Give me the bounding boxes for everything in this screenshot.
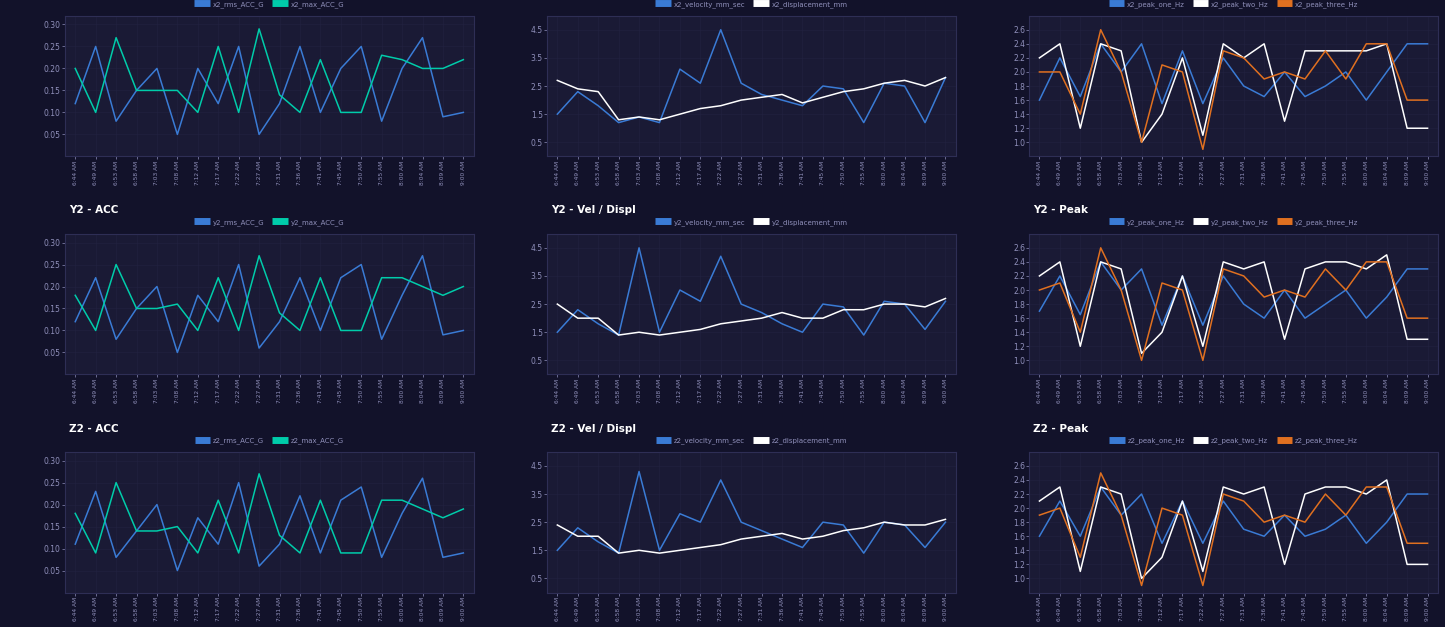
Text: Y2 - Peak: Y2 - Peak: [1033, 206, 1088, 216]
Text: Y2 - ACC: Y2 - ACC: [69, 206, 118, 216]
Text: Z2 - Vel / Displ: Z2 - Vel / Displ: [551, 423, 636, 433]
Legend: y2_rms_ACC_G, y2_max_ACC_G: y2_rms_ACC_G, y2_max_ACC_G: [195, 219, 344, 226]
Legend: x2_rms_ACC_G, x2_max_ACC_G: x2_rms_ACC_G, x2_max_ACC_G: [195, 1, 344, 8]
Legend: y2_velocity_mm_sec, y2_displacement_mm: y2_velocity_mm_sec, y2_displacement_mm: [656, 219, 847, 226]
Legend: z2_rms_ACC_G, z2_max_ACC_G: z2_rms_ACC_G, z2_max_ACC_G: [195, 437, 344, 444]
Text: Z2 - ACC: Z2 - ACC: [69, 423, 118, 433]
Legend: x2_peak_one_Hz, x2_peak_two_Hz, x2_peak_three_Hz: x2_peak_one_Hz, x2_peak_two_Hz, x2_peak_…: [1108, 1, 1358, 8]
Text: Y2 - Vel / Displ: Y2 - Vel / Displ: [551, 206, 636, 216]
Legend: y2_peak_one_Hz, y2_peak_two_Hz, y2_peak_three_Hz: y2_peak_one_Hz, y2_peak_two_Hz, y2_peak_…: [1108, 219, 1358, 226]
Text: Z2 - Peak: Z2 - Peak: [1033, 423, 1088, 433]
Legend: z2_peak_one_Hz, z2_peak_two_Hz, z2_peak_three_Hz: z2_peak_one_Hz, z2_peak_two_Hz, z2_peak_…: [1110, 437, 1358, 444]
Legend: z2_velocity_mm_sec, z2_displacement_mm: z2_velocity_mm_sec, z2_displacement_mm: [656, 437, 847, 444]
Legend: x2_velocity_mm_sec, x2_displacement_mm: x2_velocity_mm_sec, x2_displacement_mm: [656, 1, 847, 8]
